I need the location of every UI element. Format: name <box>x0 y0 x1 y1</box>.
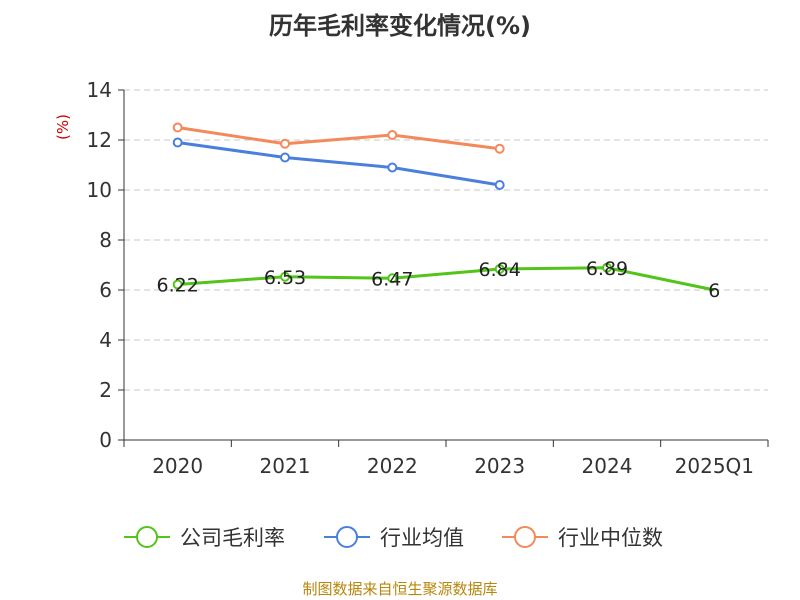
data-point <box>387 162 398 173</box>
x-tick-label: 2020 <box>152 454 203 478</box>
series-lines <box>172 122 715 292</box>
data-point <box>387 130 398 140</box>
x-tick-label: 2023 <box>474 454 525 478</box>
data-point <box>280 271 290 282</box>
legend-swatch-marker <box>514 526 536 548</box>
data-point <box>172 279 183 290</box>
x-tick-label: 2022 <box>367 454 418 478</box>
series-line <box>177 141 500 187</box>
data-point <box>494 264 505 274</box>
data-point <box>387 273 398 284</box>
data-point <box>494 180 505 190</box>
data-label: 6.22 <box>157 275 199 297</box>
legend-label: 行业中位数 <box>558 526 663 550</box>
x-tick-label: 2021 <box>260 454 311 478</box>
data-point <box>280 138 290 149</box>
legend-swatch-marker <box>336 526 358 548</box>
data-label: 6.84 <box>479 259 521 281</box>
y-axis-unit: (%) <box>54 114 72 140</box>
grid-lines <box>124 89 768 391</box>
x-tick-label: 2024 <box>582 454 633 478</box>
data-point <box>172 122 183 133</box>
data-point <box>280 152 290 163</box>
y-tick-label: 6 <box>99 278 112 302</box>
y-tick-label: 0 <box>99 428 112 452</box>
series-line <box>177 126 500 151</box>
data-point <box>494 143 505 154</box>
y-tick-label: 12 <box>87 128 112 152</box>
data-label: 6 <box>708 280 720 302</box>
data-label: 6.89 <box>586 258 628 280</box>
legend-label: 行业均值 <box>380 526 464 550</box>
y-tick-label: 4 <box>99 328 112 352</box>
y-tick-label: 14 <box>87 78 112 102</box>
legend-label: 公司毛利率 <box>180 526 285 550</box>
legend: 公司毛利率 行业均值 行业中位数 <box>124 526 663 550</box>
data-labels: 6.22 6.53 6.47 6.84 6.89 6 <box>157 258 721 302</box>
y-tick-label: 2 <box>99 378 112 402</box>
series-line <box>177 266 715 292</box>
data-point <box>602 262 612 273</box>
axes: 0 2 4 6 8 10 12 14 2020 2021 2022 2023 2024 2025Q1 (%) <box>54 78 769 478</box>
chart-title: 历年毛利率变化情况(%) <box>269 12 531 40</box>
data-label: 6.53 <box>264 267 306 289</box>
y-tick-label: 10 <box>87 178 112 202</box>
x-tick-label: 2025Q1 <box>675 454 754 478</box>
source-note: 制图数据来自恒生聚源数据库 <box>302 580 498 598</box>
data-point <box>172 137 183 148</box>
y-tick-label: 8 <box>99 228 112 252</box>
data-label: 6.47 <box>371 268 413 290</box>
legend-swatch-marker <box>136 526 158 548</box>
